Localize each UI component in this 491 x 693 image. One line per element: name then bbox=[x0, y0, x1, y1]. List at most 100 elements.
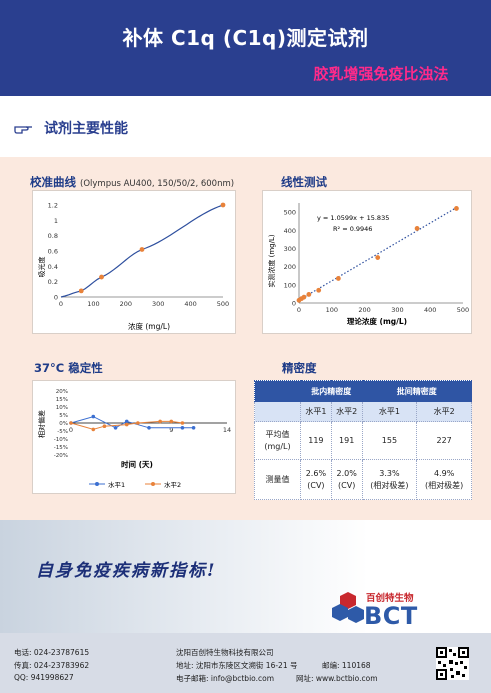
calibration-point bbox=[220, 202, 226, 208]
footer-website[interactable]: 网址: www.bctbio.com bbox=[296, 674, 378, 683]
meas-cell: 3.3% (相对极差) bbox=[361, 459, 418, 500]
calibration-xlabel: 浓度 (mg/L) bbox=[128, 321, 170, 331]
y-tick-label: 20% bbox=[56, 389, 68, 395]
header-banner: 补体 C1q (C1q)测定试剂 胶乳增强免疫比浊法 bbox=[0, 0, 491, 96]
footer-email[interactable]: 电子邮箱: info@bctbio.com bbox=[176, 674, 275, 683]
legend2-marker bbox=[151, 482, 155, 486]
footer-fax: 传真: 024-23783962 bbox=[14, 661, 90, 670]
y-tick-label: 1 bbox=[54, 217, 58, 225]
meas-unit: (相对极差) bbox=[370, 480, 409, 490]
calibration-point bbox=[99, 274, 104, 280]
y-tick-label: 0.4 bbox=[48, 263, 58, 271]
stability-point bbox=[147, 426, 151, 430]
y-tick-label: 0.2 bbox=[48, 278, 58, 286]
slogan-banner: 自身免疫疾病新指标! bbox=[0, 520, 491, 633]
calibration-title-text: 校准曲线 bbox=[30, 175, 76, 189]
y-tick-label: -5% bbox=[57, 429, 68, 435]
stability-plot: 相对偏差 时间 (天) 水平1 水平2 20% 15% 10% 5% 0% -5% -10%… bbox=[37, 389, 231, 489]
y-tick-label: 0 bbox=[292, 300, 296, 308]
x-tick-label: 100 bbox=[326, 306, 338, 314]
x-tick-label: 400 bbox=[184, 300, 196, 308]
meas-value: 3.3% bbox=[379, 468, 400, 478]
meas-cell: 2.0% (CV) bbox=[330, 459, 363, 500]
x-tick-label: 0 bbox=[59, 300, 63, 308]
stability-ylabel: 相对偏差 bbox=[37, 410, 46, 438]
meas-unit: (相对极差) bbox=[425, 480, 464, 490]
linearity-point bbox=[414, 226, 420, 231]
page-title: 补体 C1q (C1q)测定试剂 bbox=[122, 26, 369, 50]
stability-point bbox=[69, 421, 73, 425]
y-tick-label: 300 bbox=[284, 245, 296, 253]
y-tick-label: 0 bbox=[54, 294, 58, 302]
y-tick-label: 400 bbox=[284, 227, 296, 235]
calibration-note: (Olympus AU400, 150/50/2, 600nm) bbox=[80, 179, 235, 189]
footer-address: 地址: 沈阳市东陵区文溯街 16-21 号 bbox=[176, 661, 298, 670]
footer: 电话: 024-23787615 传真: 024-23783962 QQ: 94… bbox=[0, 633, 491, 693]
stability-xlabel: 时间 (天) bbox=[121, 459, 153, 469]
level2-header: 水平2 bbox=[330, 401, 363, 422]
x-tick-label: 100 bbox=[87, 300, 99, 308]
y-tick-label: -10% bbox=[54, 437, 68, 443]
y-tick-label: 0.8 bbox=[48, 232, 58, 240]
meas-unit: (CV) bbox=[307, 480, 325, 490]
x-tick-label: 300 bbox=[391, 306, 403, 314]
calibration-chart: 吸光度 浓度 (mg/L) 0 0.2 0.4 0.6 0.8 1 1.2 0 100 200 30… bbox=[32, 190, 236, 334]
section-heading: 试剂主要性能 bbox=[14, 118, 128, 138]
level1-header: 水平1 bbox=[361, 401, 418, 422]
avg-unit: (mg/L) bbox=[264, 441, 291, 451]
linearity-plot: y = 1.0599x + 15.835 R² = 0.9946 实测浓度 (m… bbox=[267, 203, 469, 326]
x-tick-label: 500 bbox=[217, 300, 229, 308]
between-run-header: 批间精密度 bbox=[361, 380, 473, 402]
calibration-point bbox=[78, 288, 84, 294]
calibration-plot: 吸光度 浓度 (mg/L) 0 0.2 0.4 0.6 0.8 1 1.2 0 100 200 30… bbox=[37, 202, 229, 332]
stability-point bbox=[124, 419, 129, 424]
legend1-marker bbox=[95, 482, 99, 486]
y-tick-label: 1.2 bbox=[48, 202, 58, 210]
stability-series-line bbox=[70, 420, 183, 430]
trend-line bbox=[298, 207, 457, 301]
footer-qq: QQ: 941998627 bbox=[14, 673, 74, 682]
x-tick-label: 300 bbox=[152, 300, 164, 308]
meas-value: 2.0% bbox=[336, 468, 357, 478]
x-tick-label: 9 bbox=[169, 426, 173, 434]
stability-point bbox=[113, 426, 118, 430]
footer-tel: 电话: 024-23787615 bbox=[14, 648, 90, 657]
bct-logo-icon bbox=[332, 592, 364, 623]
within-run-header: 批内精密度 bbox=[300, 380, 363, 402]
linearity-point bbox=[375, 255, 381, 260]
y-tick-label: 500 bbox=[284, 209, 296, 217]
meas-row-label: 测量值 bbox=[254, 459, 301, 500]
y-tick-label: 200 bbox=[284, 263, 296, 271]
stability-point bbox=[191, 426, 196, 430]
calibration-title: 校准曲线 (Olympus AU400, 150/50/2, 600nm) bbox=[30, 174, 234, 190]
linearity-r2: R² = 0.9946 bbox=[333, 225, 372, 233]
table-corner-sub bbox=[254, 401, 301, 422]
stability-point bbox=[180, 421, 185, 425]
linearity-chart: y = 1.0599x + 15.835 R² = 0.9946 实测浓度 (m… bbox=[262, 190, 472, 334]
stability-point bbox=[102, 424, 107, 428]
y-tick-label: -15% bbox=[54, 445, 68, 451]
precision-table: 批内精密度 批间精密度 水平1 水平2 水平1 水平2 平均值 (mg/L) 1… bbox=[254, 380, 473, 500]
footer-postcode: 邮编: 110168 bbox=[322, 661, 371, 670]
section-title: 试剂主要性能 bbox=[44, 121, 128, 137]
meas-unit: (CV) bbox=[338, 480, 356, 490]
pointing-hand-icon bbox=[14, 126, 32, 134]
meas-cell: 2.6% (CV) bbox=[300, 459, 332, 500]
stability-title: 37°C 稳定性 bbox=[34, 361, 103, 375]
linearity-xlabel: 理论浓度 (mg/L) bbox=[347, 316, 407, 326]
legend2-label: 水平2 bbox=[164, 480, 181, 489]
brand-name-cn: 百创特生物 bbox=[366, 593, 414, 604]
stability-point bbox=[180, 426, 185, 430]
precision-title: 精密度 bbox=[282, 361, 317, 375]
linearity-point bbox=[306, 292, 312, 297]
avg-value: 227 bbox=[416, 421, 472, 460]
calibration-point bbox=[139, 247, 145, 252]
x-tick-label: 14 bbox=[223, 426, 231, 434]
linearity-point bbox=[335, 276, 341, 281]
avg-label: 平均值 bbox=[265, 429, 290, 439]
x-tick-label: 200 bbox=[120, 300, 132, 308]
level2-header: 水平2 bbox=[416, 401, 472, 422]
table-corner bbox=[254, 380, 301, 402]
qr-code-icon[interactable] bbox=[436, 647, 469, 680]
legend1-label: 水平1 bbox=[108, 480, 125, 489]
